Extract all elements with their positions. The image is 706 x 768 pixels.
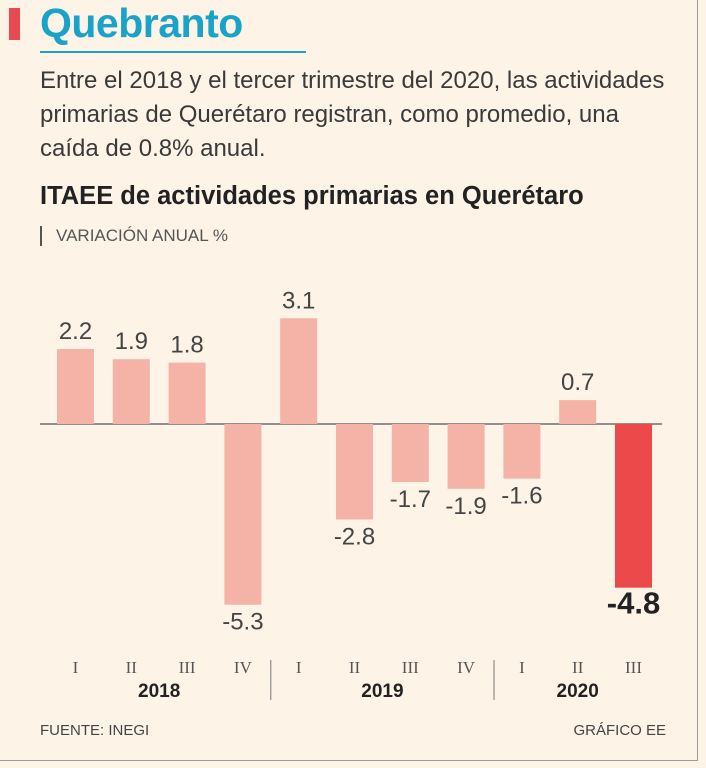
quarter-label-3: III	[179, 658, 196, 677]
frame-border-bottom	[0, 760, 698, 761]
data-label-4: -5.3	[222, 609, 263, 636]
bar-6	[336, 424, 373, 520]
headline-underline	[40, 51, 306, 53]
bar-8	[447, 424, 485, 489]
source-note: FUENTE: INEGI	[40, 722, 150, 739]
bar-11	[615, 424, 652, 588]
bar-1	[57, 348, 94, 424]
quarter-label-2: II	[126, 658, 138, 677]
data-label-10: 0.7	[561, 369, 594, 396]
quarter-label-5: I	[296, 658, 302, 677]
bar-4	[224, 424, 262, 605]
bar-7	[391, 424, 429, 482]
data-label-2: 1.9	[115, 328, 148, 355]
year-label-2018: 2018	[138, 681, 180, 702]
headline: Quebranto	[40, 0, 243, 46]
data-label-6: -2.8	[334, 523, 375, 550]
quarter-label-7: III	[402, 658, 419, 677]
quarter-label-6: II	[349, 658, 361, 677]
data-label-5: 3.1	[282, 287, 315, 314]
data-label-8: -1.9	[445, 493, 486, 520]
quarter-label-8: IV	[457, 658, 476, 677]
year-label-2019: 2019	[361, 681, 403, 702]
chart-unit-label: VARIACIÓN ANUAL %	[40, 226, 228, 246]
data-label-7: -1.7	[390, 486, 431, 513]
chart-title: ITAEE de actividades primarias en Querét…	[40, 182, 584, 210]
data-label-3: 1.8	[170, 332, 203, 359]
quarter-label-1: I	[73, 658, 79, 677]
lede-text: Entre el 2018 y el tercer trimestre del …	[40, 67, 665, 162]
data-label-1: 2.2	[59, 318, 92, 345]
data-label-11: -4.8	[607, 586, 660, 621]
bar-9	[503, 424, 541, 479]
quarter-label-10: II	[572, 658, 584, 677]
frame-border-right	[697, 0, 698, 760]
accent-bar	[9, 8, 20, 40]
graphic-credit: GRÁFICO EE	[573, 722, 666, 739]
data-label-9: -1.6	[501, 483, 542, 510]
bar-10	[559, 400, 597, 424]
quarter-label-9: I	[519, 658, 525, 677]
year-label-2020: 2020	[557, 681, 599, 702]
quarter-label-11: III	[625, 658, 642, 677]
bar-3	[168, 362, 206, 424]
quarter-label-4: IV	[234, 658, 253, 677]
bar-2	[112, 359, 150, 424]
bar-5	[280, 318, 318, 424]
